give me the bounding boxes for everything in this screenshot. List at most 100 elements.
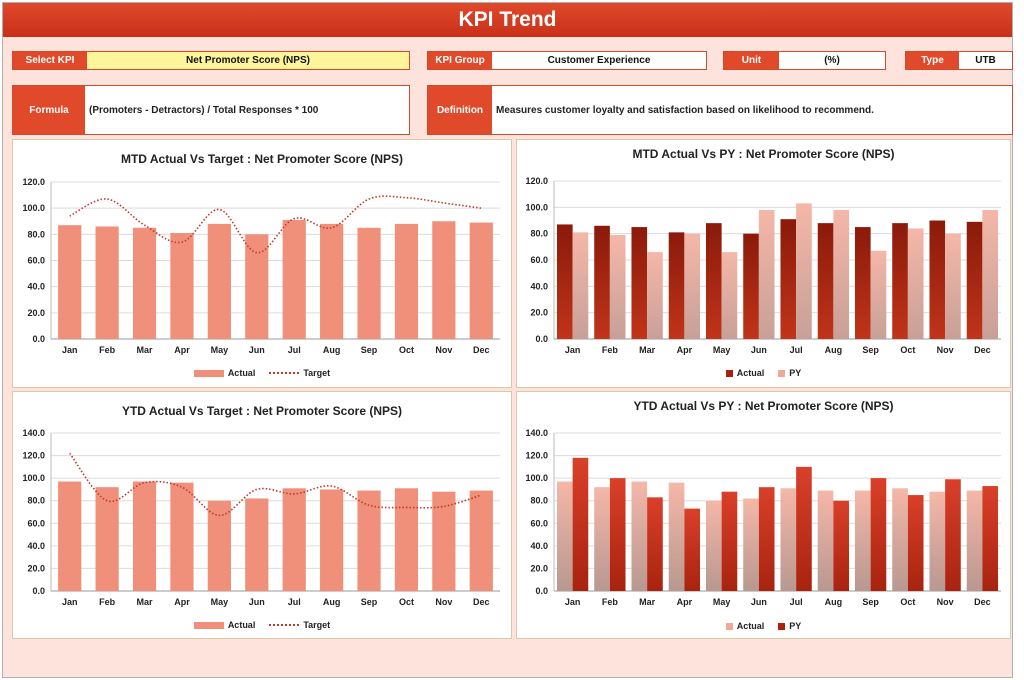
title-bar: KPI Trend <box>3 3 1012 37</box>
type-value: UTB <box>975 55 996 66</box>
bar-actual <box>207 500 231 591</box>
bar-actual <box>631 227 648 339</box>
bar-actual <box>357 490 381 591</box>
bar-actual <box>282 219 306 339</box>
bar-py <box>684 233 701 339</box>
bar-actual <box>58 225 82 339</box>
bar-actual <box>58 481 82 591</box>
x-tick-label: Jan <box>565 597 581 607</box>
bar-actual <box>432 491 456 591</box>
y-tick-label: 80.0 <box>530 229 548 239</box>
y-tick-label: 40.0 <box>27 541 45 551</box>
x-tick-label: Apr <box>174 345 190 355</box>
mtd-actual-vs-py-chart: MTD Actual Vs PY : Net Promoter Score (N… <box>516 139 1011 388</box>
bar-actual <box>817 223 834 339</box>
y-tick-label: 40.0 <box>530 541 548 551</box>
type-label: Type <box>906 52 959 69</box>
bar-actual <box>817 490 834 591</box>
bar-actual <box>631 481 648 591</box>
x-tick-label: Jul <box>288 345 301 355</box>
x-tick-label: Nov <box>937 597 954 607</box>
legend-py-label: PY <box>789 368 802 378</box>
bar-py <box>572 457 589 591</box>
kpi-group-field: KPI Group Customer Experience <box>427 51 707 70</box>
select-kpi-label: Select KPI <box>13 52 87 69</box>
chart-legend: Actual PY <box>517 621 1010 631</box>
legend-target-swatch <box>269 624 300 626</box>
chart-title: YTD Actual Vs PY : Net Promoter Score (N… <box>633 399 894 413</box>
bar-py <box>572 232 589 339</box>
x-tick-label: Feb <box>99 597 116 607</box>
chart-legend: Actual Target <box>13 368 511 378</box>
bar-actual <box>892 223 908 339</box>
legend-target-label: Target <box>303 620 331 630</box>
x-tick-label: Apr <box>677 597 693 607</box>
legend-target-label: Target <box>303 368 331 378</box>
bar-actual <box>705 500 722 591</box>
unit-label: Unit <box>724 52 779 69</box>
bar-actual <box>394 223 419 339</box>
bar-actual <box>854 490 871 591</box>
bar-actual <box>282 488 306 591</box>
chart-svg: 0.0 20.0 40.0 60.0 80.0 100.0 120.0 Jan Feb Mar Ap… <box>525 176 1001 355</box>
bar-py <box>982 209 999 339</box>
select-kpi-field[interactable]: Select KPI Net Promoter Score (NPS) <box>12 51 410 70</box>
y-tick-label: 120.0 <box>22 177 45 187</box>
x-tick-label: Mar <box>639 597 656 607</box>
x-tick-label: Jan <box>62 345 78 355</box>
bar-actual <box>556 224 573 339</box>
formula-label: Formula <box>13 86 85 134</box>
x-tick-label: Jun <box>249 597 265 607</box>
y-tick-label: 20.0 <box>27 308 45 318</box>
bar-actual <box>556 481 573 591</box>
bar-actual <box>594 487 610 591</box>
y-tick-label: 100.0 <box>22 203 45 213</box>
bar-py <box>945 233 961 339</box>
x-tick-label: Sep <box>862 597 879 607</box>
legend-py-swatch <box>778 622 786 630</box>
formula-box: Formula (Promoters - Detractors) / Total… <box>12 85 410 135</box>
x-tick-label: Jul <box>288 597 301 607</box>
x-tick-label: Dec <box>473 597 490 607</box>
kpi-group-value: Customer Experience <box>547 55 651 66</box>
y-tick-label: 20.0 <box>27 563 45 573</box>
unit-field: Unit (%) <box>723 51 886 70</box>
definition-value: Measures customer loyalty and satisfacti… <box>496 104 874 116</box>
y-tick-label: 20.0 <box>530 563 548 573</box>
bar-actual <box>245 498 269 591</box>
y-tick-label: 60.0 <box>27 518 45 528</box>
mtd-actual-vs-target-chart: MTD Actual Vs Target : Net Promoter Scor… <box>12 139 512 388</box>
legend-target-swatch <box>269 372 300 374</box>
legend-actual-label: Actual <box>227 620 256 630</box>
x-tick-label: Sep <box>361 597 378 607</box>
bar-actual <box>892 488 908 591</box>
bar-actual <box>132 481 157 591</box>
x-tick-label: Apr <box>174 597 190 607</box>
bar-actual <box>132 227 157 339</box>
y-tick-label: 80.0 <box>27 229 45 239</box>
definition-box: Definition Measures customer loyalty and… <box>427 85 1013 135</box>
x-tick-label: Oct <box>399 345 414 355</box>
select-kpi-value[interactable]: Net Promoter Score (NPS) <box>87 52 409 69</box>
bar-actual <box>394 488 419 591</box>
bar-actual <box>780 219 797 339</box>
bar-py <box>945 479 961 591</box>
bar-py <box>907 495 924 591</box>
x-tick-label: Mar <box>137 597 154 607</box>
x-tick-label: Aug <box>825 345 843 355</box>
page-title: KPI Trend <box>458 8 557 31</box>
y-tick-label: 120.0 <box>22 451 45 461</box>
y-tick-label: 140.0 <box>22 428 45 438</box>
chart-legend: Actual Target <box>13 620 511 630</box>
bar-py <box>870 478 887 591</box>
x-tick-label: Dec <box>974 345 991 355</box>
y-tick-label: 40.0 <box>27 282 45 292</box>
x-tick-label: May <box>211 345 229 355</box>
bar-actual <box>170 233 194 339</box>
y-tick-label: 120.0 <box>525 451 548 461</box>
y-tick-label: 80.0 <box>530 496 548 506</box>
legend-actual-swatch <box>193 621 224 629</box>
bar-actual <box>245 234 269 339</box>
kpi-group-label: KPI Group <box>428 52 492 69</box>
